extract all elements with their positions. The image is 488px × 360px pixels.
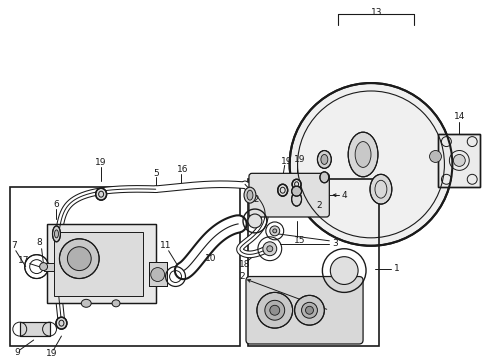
Circle shape (452, 154, 464, 166)
Text: 14: 14 (453, 112, 464, 121)
Ellipse shape (112, 300, 120, 307)
Text: 7: 7 (11, 241, 17, 250)
FancyBboxPatch shape (245, 276, 362, 344)
Ellipse shape (246, 190, 252, 200)
Bar (20, 322, 49, 336)
Bar (46, 224, 155, 303)
Text: 12: 12 (249, 195, 260, 204)
Text: 19: 19 (46, 350, 57, 359)
Ellipse shape (291, 179, 301, 189)
Bar (148, 262, 166, 287)
Ellipse shape (54, 230, 59, 238)
Bar (43, 263, 53, 271)
Text: 17: 17 (18, 256, 29, 265)
Ellipse shape (354, 141, 370, 167)
Circle shape (247, 214, 262, 228)
Ellipse shape (369, 174, 391, 204)
Bar (247, 179, 378, 346)
Circle shape (60, 239, 99, 279)
Text: 2: 2 (239, 272, 244, 281)
Circle shape (269, 226, 279, 236)
Bar (46, 224, 155, 303)
Text: 19: 19 (280, 157, 292, 166)
Text: 19: 19 (95, 158, 107, 167)
Circle shape (269, 305, 279, 315)
Circle shape (264, 300, 284, 320)
Text: 9: 9 (14, 348, 20, 357)
Bar (148, 262, 166, 287)
Ellipse shape (52, 226, 61, 242)
Bar (10, 187, 240, 346)
Text: 15: 15 (293, 236, 305, 245)
Circle shape (289, 83, 451, 246)
Circle shape (428, 150, 441, 162)
Ellipse shape (96, 188, 106, 200)
Text: 1: 1 (393, 264, 399, 273)
Text: 16: 16 (176, 165, 188, 174)
Ellipse shape (244, 187, 255, 203)
Text: 2: 2 (316, 201, 322, 210)
FancyBboxPatch shape (248, 173, 328, 217)
Bar (20, 322, 49, 336)
Circle shape (301, 302, 317, 318)
Ellipse shape (319, 172, 328, 183)
Circle shape (67, 247, 91, 271)
Text: 13: 13 (370, 8, 382, 17)
Ellipse shape (81, 300, 91, 307)
Ellipse shape (277, 184, 287, 196)
Text: 18: 18 (239, 260, 250, 269)
Text: 10: 10 (204, 254, 216, 263)
Bar (429, 147, 440, 166)
Bar (438, 134, 479, 187)
Text: 3: 3 (332, 239, 338, 248)
Ellipse shape (291, 192, 301, 206)
Text: 6: 6 (54, 199, 59, 208)
Ellipse shape (347, 132, 377, 177)
Bar (53, 232, 142, 296)
Circle shape (305, 306, 313, 314)
Circle shape (330, 257, 357, 284)
Text: 11: 11 (160, 241, 171, 250)
Circle shape (150, 267, 164, 282)
Circle shape (266, 246, 272, 252)
Text: 19: 19 (293, 155, 305, 164)
Circle shape (294, 295, 324, 325)
Bar (438, 134, 479, 187)
Text: 8: 8 (37, 238, 42, 247)
Ellipse shape (56, 317, 67, 329)
Text: 5: 5 (153, 169, 158, 178)
Circle shape (272, 229, 276, 233)
Text: 4: 4 (341, 191, 346, 200)
Circle shape (263, 242, 276, 256)
Ellipse shape (320, 154, 327, 165)
Ellipse shape (317, 150, 331, 168)
Circle shape (256, 292, 292, 328)
Circle shape (291, 186, 301, 196)
Ellipse shape (40, 263, 47, 271)
